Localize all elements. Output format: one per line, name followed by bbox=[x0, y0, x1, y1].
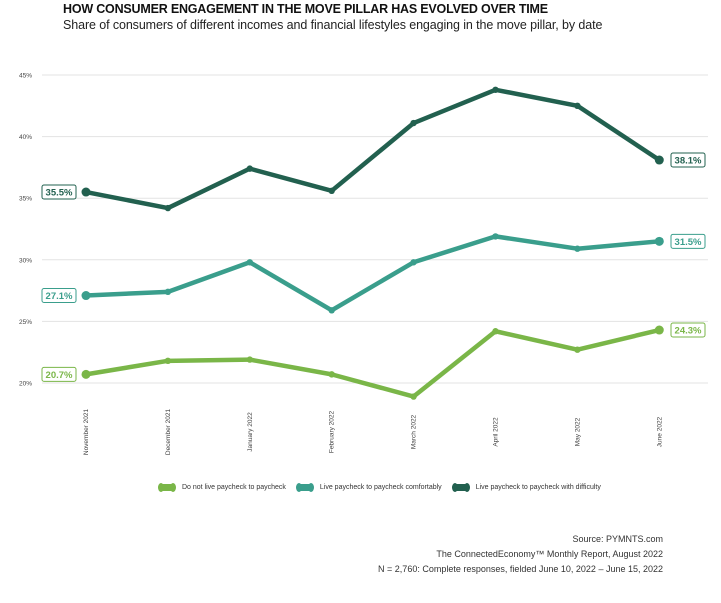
legend-item-comfortably: Live paycheck to paycheck comfortably bbox=[295, 483, 442, 492]
data-point bbox=[492, 233, 499, 240]
data-point bbox=[492, 328, 499, 335]
data-label: 31.5% bbox=[675, 237, 702, 248]
data-point bbox=[328, 371, 335, 378]
line-chart: 20% 25% 30% 35% 40% 45% November 2021 December… bbox=[19, 73, 708, 455]
gridlines bbox=[42, 74, 708, 384]
series-line bbox=[83, 327, 662, 399]
y-tick-label: 30% bbox=[19, 257, 32, 264]
legend-label: Live paycheck to paycheck comfortably bbox=[319, 484, 442, 491]
x-tick-label: March 2022 bbox=[411, 414, 418, 449]
x-tick-label: February 2022 bbox=[329, 410, 336, 453]
data-point bbox=[246, 259, 253, 266]
data-point bbox=[654, 325, 664, 335]
y-tick-label: 35% bbox=[19, 196, 32, 203]
data-point bbox=[81, 369, 91, 379]
report-note: The ConnectedEconomy™ Monthly Report, Au… bbox=[436, 549, 663, 559]
data-label: 35.5% bbox=[46, 188, 73, 199]
data-point bbox=[654, 236, 664, 246]
x-tick-label: November 2021 bbox=[83, 408, 90, 455]
y-tick-label: 45% bbox=[19, 73, 32, 80]
data-point bbox=[574, 102, 581, 110]
legend-swatch-icon bbox=[451, 483, 470, 492]
legend-item-difficulty: Live paycheck to paycheck with difficult… bbox=[451, 483, 601, 492]
data-point bbox=[328, 187, 335, 195]
data-point bbox=[492, 86, 499, 93]
chart-title: HOW CONSUMER ENGAGEMENT IN THE MOVE PILL… bbox=[63, 2, 548, 16]
sample-note: N = 2,760: Complete responses, fielded J… bbox=[378, 564, 663, 574]
legend-swatch-icon bbox=[295, 483, 314, 492]
data-point bbox=[410, 259, 417, 266]
x-tick-label: May 2022 bbox=[574, 417, 581, 446]
legend: Do not live paycheck to paycheck Live pa… bbox=[158, 483, 613, 492]
data-point bbox=[246, 165, 253, 172]
data-label: 24.3% bbox=[675, 326, 702, 337]
data-point bbox=[410, 119, 417, 127]
data-point bbox=[410, 393, 417, 400]
series-line bbox=[83, 87, 662, 211]
data-point bbox=[81, 291, 91, 301]
data-label-box bbox=[41, 184, 77, 200]
x-tick-label: December 2021 bbox=[165, 408, 172, 455]
y-tick-label: 20% bbox=[19, 381, 32, 388]
x-tick-label: June 2022 bbox=[656, 416, 663, 447]
y-tick-label: 40% bbox=[19, 134, 32, 141]
data-label: 20.7% bbox=[46, 370, 73, 381]
data-labels: 20.7% 24.3% 27.1% 31.5% 35.5% 38.1% bbox=[41, 152, 706, 382]
x-tick-label: April 2022 bbox=[493, 417, 500, 447]
data-label-box bbox=[41, 366, 77, 382]
data-point bbox=[164, 288, 172, 296]
data-label: 38.1% bbox=[675, 156, 702, 167]
chart-subtitle: Share of consumers of different incomes … bbox=[63, 18, 603, 32]
data-point bbox=[574, 346, 581, 353]
data-label-box bbox=[670, 152, 706, 168]
data-point bbox=[328, 307, 335, 314]
data-label-box bbox=[41, 288, 77, 304]
series-lines bbox=[81, 86, 664, 400]
data-point bbox=[574, 245, 581, 252]
data-label: 27.1% bbox=[46, 291, 73, 302]
data-point bbox=[246, 356, 253, 363]
legend-item-not-paycheck: Do not live paycheck to paycheck bbox=[158, 483, 286, 492]
x-axis-ticks: November 2021 December 2021 January 2022 Fe… bbox=[83, 408, 663, 455]
series-line bbox=[83, 234, 662, 313]
data-point bbox=[164, 204, 172, 212]
legend-label: Do not live paycheck to paycheck bbox=[182, 484, 286, 491]
data-point bbox=[654, 155, 664, 165]
y-tick-label: 25% bbox=[19, 319, 32, 326]
data-point bbox=[81, 187, 91, 197]
x-tick-label: January 2022 bbox=[247, 412, 254, 452]
data-label-box bbox=[670, 322, 706, 338]
data-point bbox=[164, 357, 172, 365]
legend-swatch-icon bbox=[158, 483, 176, 492]
data-label-box bbox=[670, 233, 706, 249]
y-axis-ticks: 20% 25% 30% 35% 40% 45% bbox=[19, 73, 32, 388]
legend-label: Live paycheck to paycheck with difficult… bbox=[475, 484, 601, 491]
source-note: Source: PYMNTS.com bbox=[572, 534, 663, 544]
